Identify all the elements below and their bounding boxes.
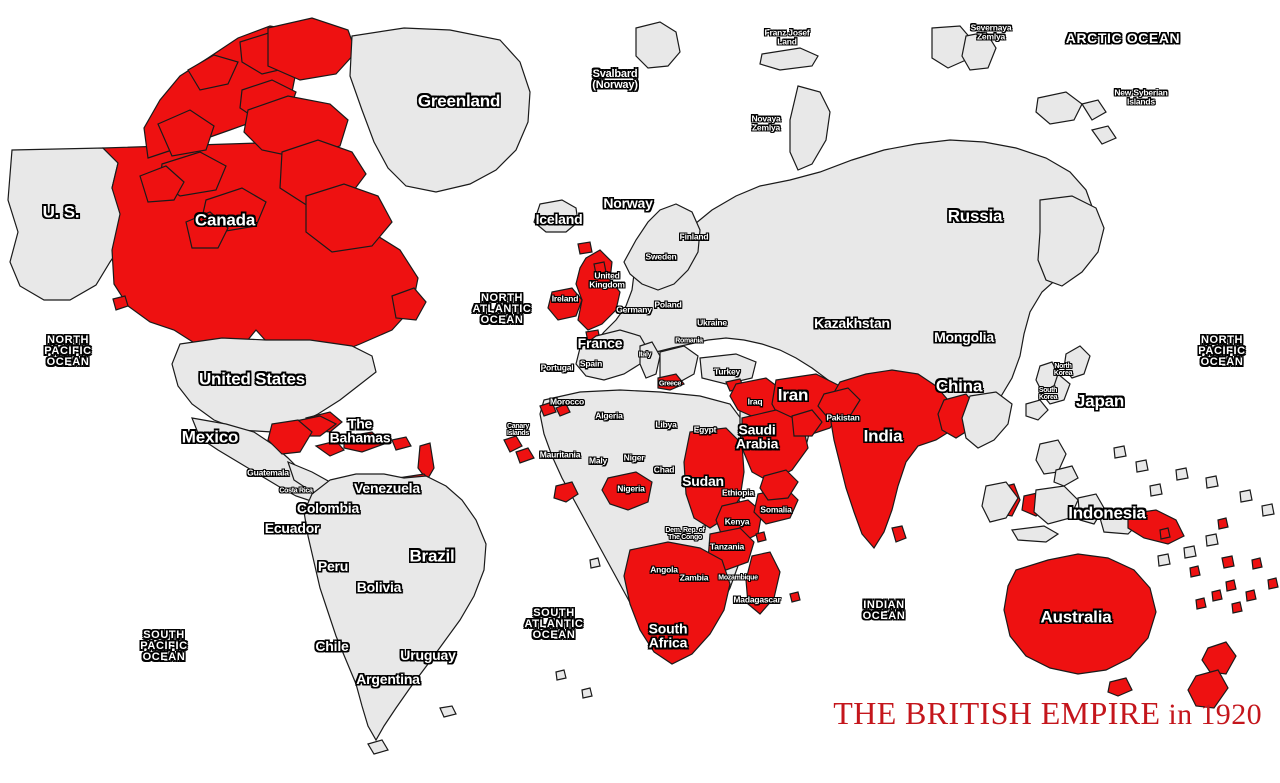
shape-pacific-gray-2 [1175,467,1189,481]
shape-sumatra [981,481,1019,523]
shape-ireland [547,287,583,321]
shape-trucial-gulf [791,409,823,437]
shape-pacific-islet-10 [1267,577,1279,590]
shape-zanzibar [755,531,767,543]
shape-south-america [303,473,487,742]
shape-sea-mainland [961,391,1013,449]
shape-arctic-archipelago-8 [267,17,357,81]
shape-iberia-france [575,329,649,381]
shape-pacific-islet-2 [1225,579,1237,592]
shape-arctic-archipelago-2 [187,54,239,91]
map-title: THE BRITISH EMPIRE in 1920 [800,658,1262,769]
shape-new-siberian-islands [1035,91,1083,125]
shape-pacific-islet-5 [1195,597,1207,610]
shape-new-siberian-islands-2 [1081,99,1107,121]
shape-pacific-islet-1 [1189,565,1201,578]
map-title-year: in 1920 [1160,698,1262,731]
shape-aden-yemen [759,469,799,501]
landmass-group-eurasia-africa [503,21,1279,709]
shape-vancouver-island [112,295,129,311]
shape-turkey [699,353,757,385]
shape-borneo [1033,485,1079,525]
shape-philippines-2 [1053,465,1079,487]
shape-pacific-islet-4 [1245,589,1257,602]
shape-lesser-antilles [417,442,435,482]
shape-wrangel [1090,125,1117,145]
shape-alaska [7,147,129,301]
shape-pacific-gray-6 [1183,545,1197,559]
shape-arctic-archipelago-12 [139,165,185,203]
shape-pacific-islet-9 [1217,517,1229,530]
shape-italy [639,341,661,379]
shape-scottish-isles-2 [593,261,607,275]
shape-pacific-gray-4 [1239,489,1253,503]
shape-pacific-gray-9 [1135,459,1149,473]
shape-arctic-archipelago-13 [185,211,229,249]
shape-puerto-rico [391,436,412,451]
shape-pacific-gray-5 [1261,503,1275,517]
shape-gibraltar-malta [657,373,685,391]
shape-pakistan-nw [817,387,861,419]
shape-nigeria [601,471,653,511]
shape-ne-asia [1037,195,1105,287]
shape-arabia-empire [741,409,809,483]
shape-pacific-islet-7 [1211,589,1223,602]
shape-ghana-gold-coast [553,481,579,503]
shape-canary-is-2 [515,447,535,464]
shape-newfoundland [391,287,427,321]
map-title-main: THE BRITISH EMPIRE [833,695,1161,731]
shape-tasmania [1107,677,1133,697]
shape-greenland [349,27,531,193]
shape-usa [171,337,377,433]
shape-southern-africa [623,541,731,665]
shape-java [1011,525,1060,543]
shape-mauritius [789,591,801,603]
shape-madagascar [745,551,781,615]
shape-korea [1035,361,1059,393]
shape-pacific-gray-3 [1205,475,1219,489]
shape-west-africa-small [539,401,557,417]
shape-arctic-archipelago-11 [305,183,393,253]
shape-canary-is [503,435,523,453]
shape-severnaya-zemlya-2 [961,31,997,71]
shape-tierra-del-fuego [367,739,389,755]
shape-papua [1127,509,1185,545]
shape-south-atl-islet-2 [581,687,593,699]
landmass-group-americas [7,17,531,755]
shape-novaya-zemlya [789,85,831,171]
shape-sulawesi [1077,493,1105,525]
shape-pacific-islet-6 [1231,601,1243,614]
shape-br-honduras [267,419,313,455]
shape-svalbard [635,21,681,69]
shape-franz-josef-land [759,47,819,71]
shape-new-zealand-north [1201,641,1237,675]
shape-pacific-gray-10 [1113,445,1127,459]
shape-arctic-archipelago-9 [157,109,215,157]
shape-pacific-gray-7 [1157,553,1171,567]
shape-scottish-isles-1 [577,241,593,255]
shape-great-britain [575,249,621,331]
shape-pacific-islet-3 [1251,557,1263,570]
shape-fiji [1221,555,1235,569]
shape-japan-3 [1025,399,1049,421]
shape-pacific-islet-8 [1159,527,1171,540]
shape-new-zealand-south [1187,669,1229,709]
shape-hispaniola-red [343,431,386,453]
shape-pacific-gray-1 [1149,483,1163,497]
shape-ceylon [891,525,907,543]
shape-west-africa-small-2 [555,403,571,417]
shape-japan-1 [1063,345,1091,379]
shape-south-atl-islet [555,669,567,681]
shape-australia [1003,553,1157,675]
shape-pacific-gray-8 [1205,533,1219,547]
shape-indian-islet [589,557,601,569]
shape-scandinavia [623,203,701,291]
shape-india [829,369,961,550]
shape-falklands [439,705,457,718]
shape-jamaica [314,440,346,457]
shape-iceland [533,199,579,233]
